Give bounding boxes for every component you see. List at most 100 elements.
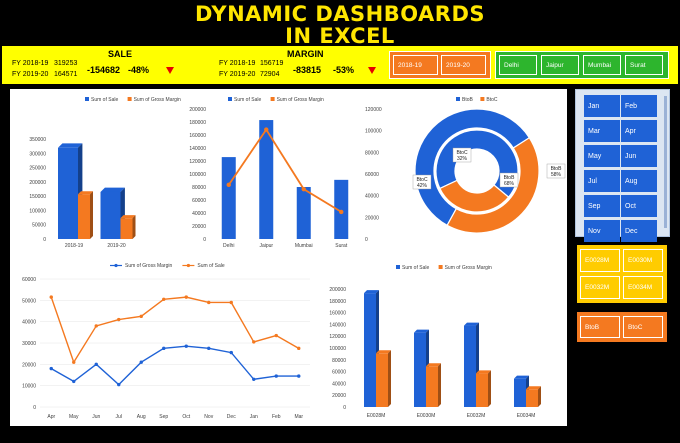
- city-slicer: Delhi Jaipur Mumbai Surat: [495, 51, 669, 79]
- city-chart-ytick-left-0: 0: [203, 237, 206, 243]
- channel-chart-legend-swatch-0: [456, 97, 460, 101]
- city-chart-ytick-left-7: 140000: [189, 146, 206, 152]
- month-chart-ytick-5: 50000: [22, 298, 36, 304]
- month-chart-legend-label-1: Sum of Sale: [197, 263, 224, 269]
- channel-ring-0-slice-1: [446, 136, 540, 234]
- month-line-0-point-9: [252, 377, 256, 381]
- month-chart-xtick-10: Feb: [272, 414, 281, 420]
- employee-bar-sale-3-front: [514, 378, 526, 407]
- charts-svg: Sum of Sale Sum of Gross Margin 0 50000 1000…: [22, 97, 566, 420]
- sale-fy2-value: 164571: [54, 71, 78, 78]
- employee-chart-ytick-2: 40000: [332, 381, 346, 387]
- employee-bar-margin-1: [426, 363, 441, 407]
- channel-label-name-1: BtoC: [416, 177, 428, 183]
- month-line-0-point-4: [139, 360, 143, 364]
- employee-chart-ytick-6: 120000: [329, 334, 346, 340]
- month-button-jan[interactable]: Jan: [584, 95, 620, 117]
- year-chart-ytick-6: 300000: [29, 151, 46, 157]
- year-chart-ytick-3: 150000: [29, 194, 46, 200]
- month-chart-xtick-1: May: [69, 414, 79, 420]
- month-slicer-scrollbar[interactable]: [664, 96, 667, 228]
- employee-chart-xtick-2: E0032M: [467, 413, 486, 419]
- month-button-nov[interactable]: Nov: [584, 220, 620, 242]
- month-line-1-point-8: [229, 300, 233, 305]
- month-line-0-point-11: [297, 374, 301, 378]
- margin-diff: -83815: [293, 65, 322, 75]
- city-button-surat[interactable]: Surat: [625, 55, 663, 75]
- employee-chart-xtick-0: E0028M: [367, 413, 386, 419]
- employee-bar-margin-3-side: [538, 386, 541, 407]
- employee-button-e0034m[interactable]: E0034M: [623, 276, 663, 299]
- employee-button-e0032m[interactable]: E0032M: [580, 276, 620, 299]
- employee-bar-sale-3-top: [514, 375, 529, 379]
- channel-ring-0-slice-0: [414, 108, 531, 227]
- city-button-delhi[interactable]: Delhi: [499, 55, 537, 75]
- month-button-may[interactable]: May: [584, 145, 620, 167]
- city-chart-ytick-left-5: 100000: [189, 172, 206, 178]
- employee-bar-margin-2-front: [476, 373, 488, 407]
- city-chart-ytick-right-6: 120000: [365, 107, 382, 113]
- channel-label-name-2: BtoB: [504, 175, 516, 181]
- employee-chart-ytick-0: 0: [343, 405, 346, 411]
- sale-diff: -154682: [87, 65, 121, 75]
- city-bar-sale-1: [259, 120, 274, 239]
- month-button-dec[interactable]: Dec: [621, 220, 657, 242]
- city-chart-ytick-left-10: 200000: [189, 107, 206, 113]
- year-button-2018-19[interactable]: 2018-19: [393, 55, 438, 75]
- month-chart-xtick-0: Apr: [47, 414, 55, 420]
- employee-bar-sale-1-top: [414, 329, 429, 333]
- year-bar-margin-0-front: [78, 194, 90, 239]
- channel-ring-1-slice-1: [439, 179, 510, 213]
- employee-bar-margin-1-top: [426, 363, 441, 367]
- channel-slicer: BtoB BtoC: [577, 312, 667, 342]
- city-chart-ytick-left-4: 80000: [192, 185, 206, 191]
- month-chart-xtick-3: Jul: [116, 414, 122, 420]
- channel-button-btob[interactable]: BtoB: [580, 316, 620, 338]
- city-chart-xtick-1: Jaipur: [259, 243, 273, 249]
- city-button-jaipur[interactable]: Jaipur: [541, 55, 579, 75]
- month-chart-ytick-4: 40000: [22, 320, 36, 326]
- year-button-2019-20[interactable]: 2019-20: [441, 55, 486, 75]
- employee-bar-sale-2-front: [464, 325, 476, 407]
- year-bar-margin-1-top: [120, 215, 136, 219]
- month-chart-legend-marker-dot-0: [114, 263, 118, 268]
- employee-bar-margin-0-front: [376, 353, 388, 407]
- channel-label-box-3: [452, 147, 472, 163]
- month-button-aug[interactable]: Aug: [621, 170, 657, 192]
- city-line-point-0: [226, 182, 231, 188]
- channel-label-box-1: [412, 174, 432, 190]
- year-bar-sale-1-top: [100, 187, 125, 192]
- channel-button-btoc[interactable]: BtoC: [623, 316, 663, 338]
- year-bar-sale-1-front: [100, 191, 121, 239]
- employee-bar-margin-3-top: [526, 386, 541, 390]
- month-button-mar[interactable]: Mar: [584, 120, 620, 142]
- employee-button-e0028m[interactable]: E0028M: [580, 249, 620, 272]
- month-chart-legend-marker-dot-1: [186, 263, 190, 268]
- employee-button-e0030m[interactable]: E0030M: [623, 249, 663, 272]
- month-button-sep[interactable]: Sep: [584, 195, 620, 217]
- month-line-0-point-8: [229, 350, 233, 355]
- channel-label-name-0: BtoB: [551, 166, 563, 172]
- employee-bar-margin-2-side: [488, 370, 491, 407]
- month-line-1-point-0: [49, 295, 53, 299]
- city-line-point-3: [339, 209, 344, 215]
- channel-label-box-2: [499, 172, 519, 188]
- month-button-feb[interactable]: Feb: [621, 95, 657, 117]
- month-button-jun[interactable]: Jun: [621, 145, 657, 167]
- month-button-oct[interactable]: Oct: [621, 195, 657, 217]
- month-chart-legend-label-0: Sum of Gross Margin: [125, 263, 172, 269]
- month-chart-xtick-5: Sep: [159, 414, 168, 420]
- year-slicer: 2018-19 2019-20: [389, 51, 491, 79]
- month-line-1-point-9: [252, 340, 256, 344]
- employee-bar-margin-3-front: [526, 389, 538, 407]
- year-chart-legend-swatch-1: [127, 97, 132, 101]
- month-chart-xtick-6: Oct: [182, 414, 190, 420]
- city-line-point-1: [264, 127, 269, 132]
- month-chart-ytick-2: 20000: [22, 362, 36, 368]
- month-button-jul[interactable]: Jul: [584, 170, 620, 192]
- margin-fy2-label: FY 2019-20: [219, 71, 256, 78]
- city-button-mumbai[interactable]: Mumbai: [583, 55, 621, 75]
- channel-chart-legend-swatch-1: [480, 97, 485, 101]
- month-line-1-point-10: [274, 333, 278, 338]
- month-button-apr[interactable]: Apr: [621, 120, 657, 142]
